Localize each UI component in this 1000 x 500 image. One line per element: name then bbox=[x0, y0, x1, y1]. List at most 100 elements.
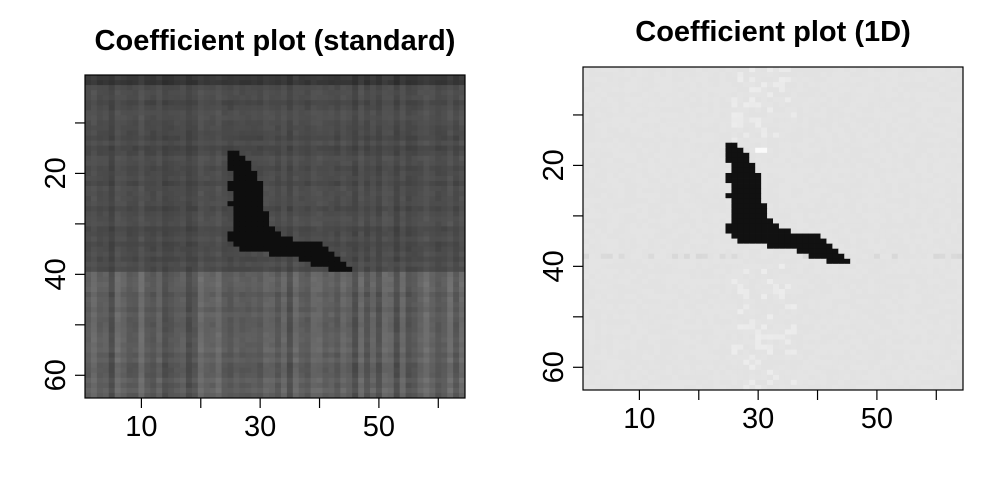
heatmap-cell bbox=[239, 286, 246, 293]
heatmap-cell bbox=[96, 342, 104, 348]
heatmap-cell bbox=[85, 75, 92, 81]
heatmap-cell bbox=[298, 327, 306, 333]
heatmap-cell bbox=[387, 246, 395, 253]
heatmap-cell bbox=[233, 297, 240, 303]
heatmap-cell bbox=[393, 241, 401, 247]
heatmap-cell bbox=[304, 145, 312, 152]
heatmap-cell bbox=[346, 75, 353, 81]
heatmap-cell bbox=[257, 276, 264, 283]
heatmap-cell bbox=[328, 342, 335, 348]
heatmap-cell bbox=[96, 80, 104, 86]
heatmap-cell bbox=[221, 357, 228, 364]
heatmap-cell bbox=[678, 112, 685, 118]
heatmap-cell bbox=[257, 367, 264, 374]
heatmap-cell bbox=[156, 317, 163, 323]
heatmap-cell bbox=[429, 292, 436, 298]
heatmap-cell bbox=[114, 216, 122, 222]
heatmap-cell bbox=[310, 216, 317, 222]
heatmap-cell bbox=[393, 392, 401, 399]
heatmap-cell bbox=[114, 135, 122, 142]
heatmap-cell bbox=[221, 216, 228, 222]
heatmap-cell bbox=[180, 241, 187, 247]
heatmap-cell bbox=[263, 332, 270, 338]
heatmap-cell bbox=[945, 72, 952, 78]
heatmap-cell bbox=[203, 307, 211, 313]
heatmap-cell bbox=[185, 105, 193, 111]
heatmap-cell bbox=[197, 337, 205, 343]
heatmap-cell bbox=[364, 150, 371, 157]
heatmap-cell bbox=[826, 107, 833, 113]
heatmap-cell bbox=[636, 92, 643, 98]
heatmap-cell bbox=[102, 216, 110, 222]
heatmap-cell bbox=[185, 317, 193, 323]
heatmap-cell bbox=[334, 165, 341, 172]
heatmap-cell bbox=[298, 362, 306, 369]
heatmap-cell bbox=[197, 276, 205, 283]
heatmap-cell bbox=[251, 90, 258, 96]
heatmap-cell bbox=[126, 387, 133, 394]
heatmap-cell bbox=[399, 170, 407, 177]
heatmap-cell bbox=[322, 337, 329, 343]
heatmap-cell bbox=[245, 307, 252, 313]
heatmap-cell bbox=[156, 206, 163, 212]
heatmap-cell bbox=[108, 180, 116, 187]
heatmap-cell bbox=[678, 72, 685, 78]
heatmap-cell bbox=[903, 72, 910, 78]
heatmap-cell bbox=[328, 241, 335, 247]
heatmap-cell bbox=[168, 231, 175, 237]
heatmap-cell bbox=[144, 221, 151, 227]
heatmap-cell bbox=[96, 150, 104, 157]
heatmap-cell bbox=[138, 276, 145, 283]
heatmap-cell bbox=[144, 362, 151, 369]
heatmap-cell bbox=[773, 92, 780, 98]
heatmap-cell bbox=[417, 165, 424, 172]
heatmap-cell-signal bbox=[239, 165, 246, 172]
heatmap-cell bbox=[459, 140, 466, 147]
heatmap-cell bbox=[126, 357, 133, 364]
heatmap-cell bbox=[447, 180, 454, 187]
heatmap-cell bbox=[399, 352, 407, 359]
heatmap-cell bbox=[873, 82, 881, 88]
heatmap-cell bbox=[215, 327, 222, 333]
heatmap-cell bbox=[435, 241, 442, 247]
heatmap-cell bbox=[269, 125, 276, 131]
heatmap-cell bbox=[939, 107, 946, 113]
heatmap-cell bbox=[90, 155, 98, 162]
heatmap-cell bbox=[957, 122, 964, 128]
heatmap-cell bbox=[96, 95, 104, 101]
heatmap-cell bbox=[820, 77, 827, 83]
heatmap-cell bbox=[257, 95, 264, 101]
heatmap-cell bbox=[209, 347, 217, 353]
heatmap-cell bbox=[334, 221, 341, 227]
heatmap-cell bbox=[203, 271, 211, 278]
heatmap-cell bbox=[370, 140, 377, 147]
heatmap-cell bbox=[417, 276, 424, 283]
heatmap-cell bbox=[251, 292, 258, 298]
heatmap-cell bbox=[150, 211, 157, 217]
heatmap-cell bbox=[168, 170, 175, 177]
heatmap-cell bbox=[358, 80, 365, 86]
heatmap-cell bbox=[162, 387, 169, 394]
heatmap-cell-signal bbox=[280, 236, 288, 242]
heatmap-cell bbox=[180, 362, 187, 369]
heatmap-cell bbox=[316, 362, 323, 369]
heatmap-cell bbox=[215, 347, 222, 353]
heatmap-cell bbox=[239, 105, 246, 111]
heatmap-cell bbox=[280, 342, 288, 348]
heatmap-cell bbox=[678, 132, 685, 139]
heatmap-cell bbox=[102, 125, 110, 131]
heatmap-cell bbox=[399, 261, 407, 268]
heatmap-cell bbox=[144, 347, 151, 353]
heatmap-cell bbox=[447, 317, 454, 323]
heatmap-cell bbox=[755, 122, 762, 128]
heatmap-cell bbox=[381, 160, 389, 167]
heatmap-cell bbox=[197, 317, 205, 323]
heatmap-cell bbox=[120, 357, 127, 364]
heatmap-cell bbox=[411, 246, 418, 253]
heatmap-cell bbox=[298, 115, 306, 121]
heatmap-cell bbox=[618, 107, 625, 113]
heatmap-cell bbox=[180, 85, 187, 91]
heatmap-cell bbox=[251, 302, 258, 308]
heatmap-cell bbox=[387, 201, 395, 207]
heatmap-cell bbox=[375, 312, 383, 318]
